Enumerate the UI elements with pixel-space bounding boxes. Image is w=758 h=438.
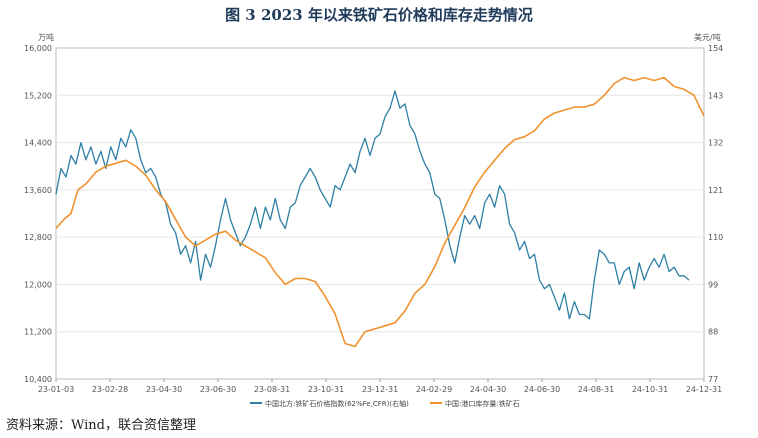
left-tick-label: 15,200 [24, 91, 52, 100]
x-tick-label: 23-08-31 [254, 385, 290, 394]
x-tick-label: 23-12-31 [362, 385, 398, 394]
legend-label: 中国:港口库存量:铁矿石 [445, 399, 520, 408]
right-tick-label: 143 [708, 91, 723, 100]
x-tick-label: 24-08-31 [578, 385, 614, 394]
x-tick-label: 24-06-30 [524, 385, 560, 394]
x-tick-label: 23-04-30 [146, 385, 182, 394]
right-tick-label: 77 [708, 375, 718, 384]
right-tick-label: 88 [708, 328, 718, 337]
chart: 万吨 美元/吨 10,400 11,200 12,000 12,800 13,600 14… [24, 32, 723, 408]
left-tick-label: 12,000 [24, 280, 52, 289]
left-tick-label: 13,600 [24, 186, 52, 195]
legend: 中国北方:铁矿石价格指数(62%Fe,CFR)(右轴) 中国:港口库存量:铁矿石 [250, 399, 520, 408]
left-tick-label: 10,400 [24, 375, 52, 384]
left-tick-label: 14,400 [24, 139, 52, 148]
x-tick-label: 24-02-29 [416, 385, 452, 394]
right-tick-label: 154 [708, 44, 723, 53]
x-tick-label: 24-04-30 [470, 385, 506, 394]
left-axis-unit: 万吨 [38, 32, 54, 42]
left-axis: 10,400 11,200 12,000 12,800 13,600 14,400 15,2… [24, 44, 704, 384]
chart-title: 图 3 2023 年以来铁矿石价格和库存走势情况 [225, 6, 533, 24]
left-tick-label: 11,200 [24, 328, 52, 337]
left-tick-label: 12,800 [24, 233, 52, 242]
source-note: 资料来源：Wind，联合资信整理 [6, 418, 196, 433]
right-tick-label: 121 [708, 186, 723, 195]
x-tick-label: 23-02-28 [92, 385, 128, 394]
x-tick-label: 23-06-30 [200, 385, 236, 394]
left-tick-label: 16,000 [24, 44, 52, 53]
right-tick-label: 132 [708, 139, 723, 148]
series-group [55, 76, 705, 348]
plot-area [55, 47, 705, 380]
x-tick-label: 23-01-03 [38, 385, 74, 394]
x-tick-label: 23-10-31 [308, 385, 344, 394]
right-axis: 77 88 99 110 121 132 143 154 [708, 44, 723, 384]
x-axis: 23-01-03 23-02-28 23-04-30 23-06-30 23-08-31… [38, 379, 722, 394]
series-line-2 [55, 76, 705, 348]
x-tick-label: 24-12-31 [686, 385, 722, 394]
x-tick-label: 24-10-31 [632, 385, 668, 394]
right-axis-unit: 美元/吨 [694, 32, 721, 42]
right-tick-label: 110 [708, 233, 723, 242]
right-tick-label: 99 [708, 280, 718, 289]
legend-label: 中国北方:铁矿石价格指数(62%Fe,CFR)(右轴) [265, 399, 409, 408]
